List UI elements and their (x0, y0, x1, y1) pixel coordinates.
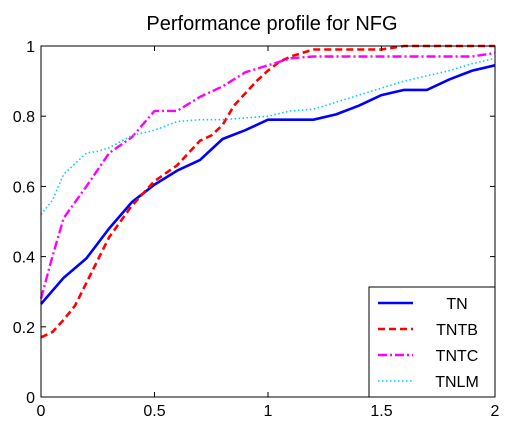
legend-box (368, 286, 496, 398)
x-tick-label: 1 (264, 403, 273, 420)
axis-ticks: 0 0.5 1 1.5 2 0 0.2 0.4 0.6 0.8 1 (13, 39, 500, 420)
y-tick-label: 1 (26, 39, 35, 56)
legend-label-tn: TN (446, 296, 467, 313)
chart-title: Performance profile for NFG (146, 13, 397, 35)
legend-label-tntc: TNTC (436, 348, 479, 365)
series-line-tntb (40, 44, 495, 339)
y-tick-label: 0.2 (13, 320, 35, 337)
y-tick-label: 0.6 (13, 179, 35, 196)
y-tick-label: 0 (26, 390, 35, 407)
legend: TN TNTB TNTC TNLM (368, 286, 496, 398)
series-line-tn (40, 64, 496, 305)
y-tick-label: 0.8 (13, 109, 35, 126)
series-layer (39, 44, 496, 339)
legend-label-tnlm: TNLM (435, 374, 479, 391)
x-tick-label: 0.5 (143, 403, 165, 420)
x-tick-label: 2 (491, 403, 500, 420)
x-tick-label: 1.5 (370, 403, 392, 420)
legend-label-tntb: TNTB (436, 322, 478, 339)
x-tick-label: 0 (37, 403, 46, 420)
y-tick-label: 0.4 (13, 250, 35, 267)
